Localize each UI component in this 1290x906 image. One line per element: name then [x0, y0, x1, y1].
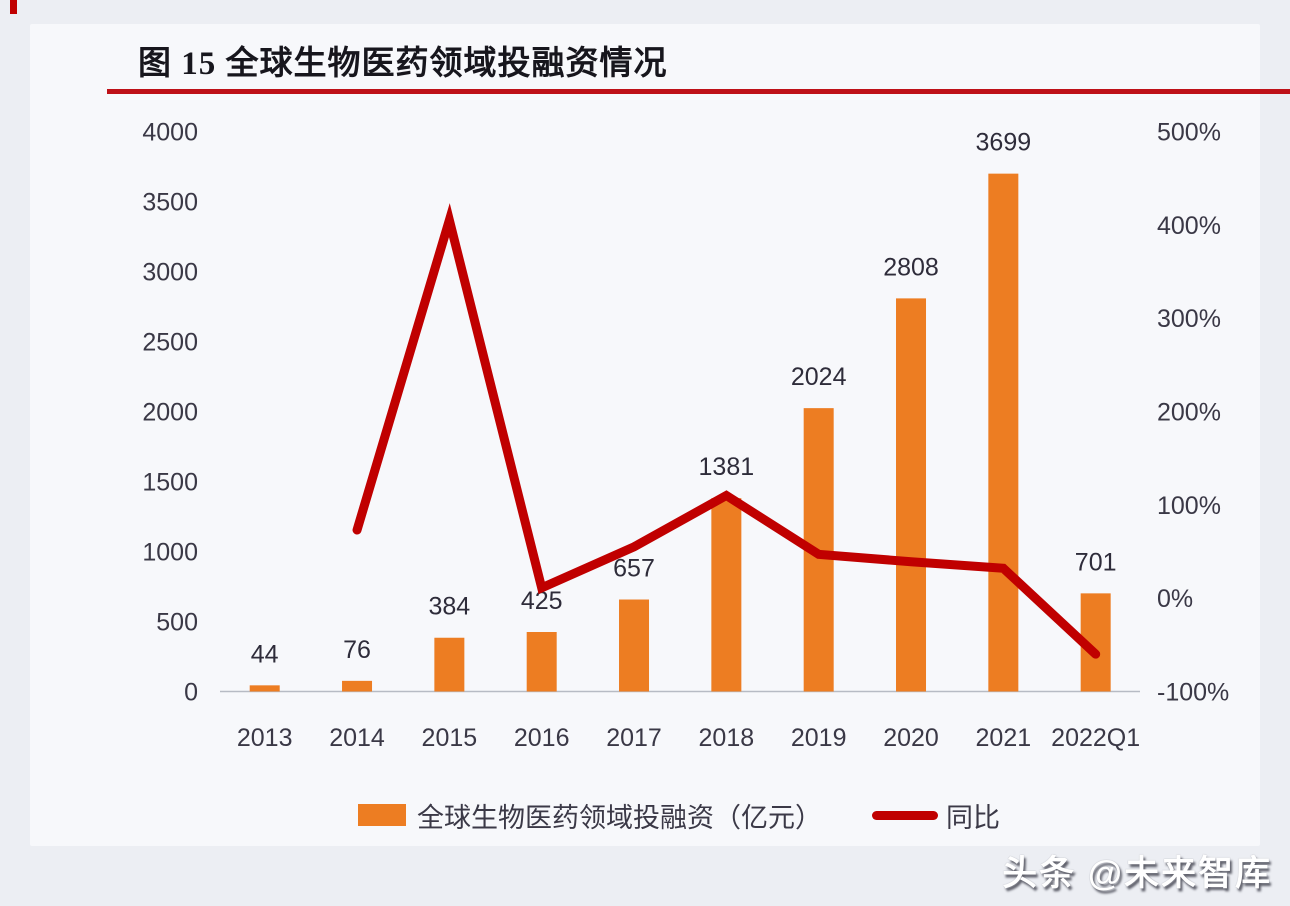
left-axis: 4000 3500 3000 2500 2000 1500 1000 500 0 — [142, 119, 198, 707]
figure-title: 图 15 全球生物医药领域投融资情况 — [138, 46, 668, 82]
bar-value-label: 76 — [343, 636, 371, 664]
bar-2015 — [434, 637, 465, 692]
left-axis-tick-label: 3500 — [142, 189, 198, 217]
left-axis-tick-label: 1000 — [142, 539, 198, 567]
chart-card — [30, 24, 1260, 846]
bar-value-label: 2808 — [883, 253, 939, 281]
right-axis-tick-label: 300% — [1157, 305, 1221, 333]
left-axis-tick-label: 500 — [156, 609, 198, 637]
x-axis-tick-label: 2017 — [606, 724, 662, 752]
right-axis-tick-label: -100% — [1157, 679, 1229, 707]
bar-2016 — [526, 632, 557, 692]
x-axis-tick-label: 2014 — [329, 724, 385, 752]
bar-value-label: 44 — [251, 640, 279, 668]
legend-label-bars: 全球生物医药领域投融资（亿元） — [417, 802, 822, 833]
watermark-text: 头条 @未来智库 — [1002, 854, 1272, 893]
bar-series — [249, 173, 1111, 692]
bar-value-label: 2024 — [791, 363, 847, 391]
line-swatch-icon — [872, 810, 938, 820]
left-axis-tick-label: 2500 — [142, 329, 198, 357]
bar-value-label: 1381 — [699, 453, 755, 481]
bar-2018 — [711, 498, 742, 692]
left-axis-tick-label: 4000 — [142, 119, 198, 147]
right-axis-tick-label: 0% — [1157, 585, 1193, 613]
right-axis: 500% 400% 300% 200% 100% 0% -100% — [1157, 119, 1229, 707]
left-axis-tick-label: 3000 — [142, 259, 198, 287]
bar-value-label: 701 — [1075, 548, 1117, 576]
x-axis-tick-label: 2013 — [237, 724, 293, 752]
x-axis-tick-label: 2021 — [976, 724, 1032, 752]
left-axis-tick-label: 1500 — [142, 469, 198, 497]
right-axis-tick-label: 500% — [1157, 119, 1221, 147]
legend-label-line: 同比 — [946, 802, 1000, 833]
left-axis-tick-label: 2000 — [142, 399, 198, 427]
x-axis-tick-label: 2016 — [514, 724, 570, 752]
x-axis-tick-label: 2015 — [422, 724, 478, 752]
legend-item-bars: 全球生物医药领域投融资（亿元） — [358, 796, 822, 835]
x-axis-tick-label: 2022Q1 — [1051, 724, 1140, 752]
legend-item-line: 同比 — [872, 796, 1000, 835]
left-axis-tick-label: 0 — [184, 679, 198, 707]
bar-value-label: 3699 — [976, 129, 1032, 157]
bar-2017 — [619, 599, 650, 692]
bar-2013 — [249, 685, 280, 692]
corner-accent-mark — [10, 0, 17, 14]
bar-2014 — [342, 680, 373, 692]
x-axis-tick-label: 2019 — [791, 724, 847, 752]
right-axis-tick-label: 400% — [1157, 212, 1221, 240]
right-axis-tick-label: 100% — [1157, 492, 1221, 520]
chart-legend: 全球生物医药领域投融资（亿元） 同比 — [358, 797, 1000, 833]
bar-value-label: 657 — [613, 555, 655, 583]
x-axis-tick-label: 2018 — [699, 724, 755, 752]
title-underline — [107, 89, 1290, 94]
bar-2020 — [896, 298, 927, 692]
x-axis-tick-label: 2020 — [883, 724, 939, 752]
right-axis-tick-label: 200% — [1157, 399, 1221, 427]
bar-value-label: 384 — [429, 593, 471, 621]
yoy-line-series — [352, 203, 1101, 659]
bar-2021 — [988, 173, 1019, 692]
bar-swatch-icon — [358, 804, 406, 826]
x-axis-labels: 2013 2014 2015 2016 2017 2018 2019 2020 2021 2022… — [237, 724, 1140, 752]
